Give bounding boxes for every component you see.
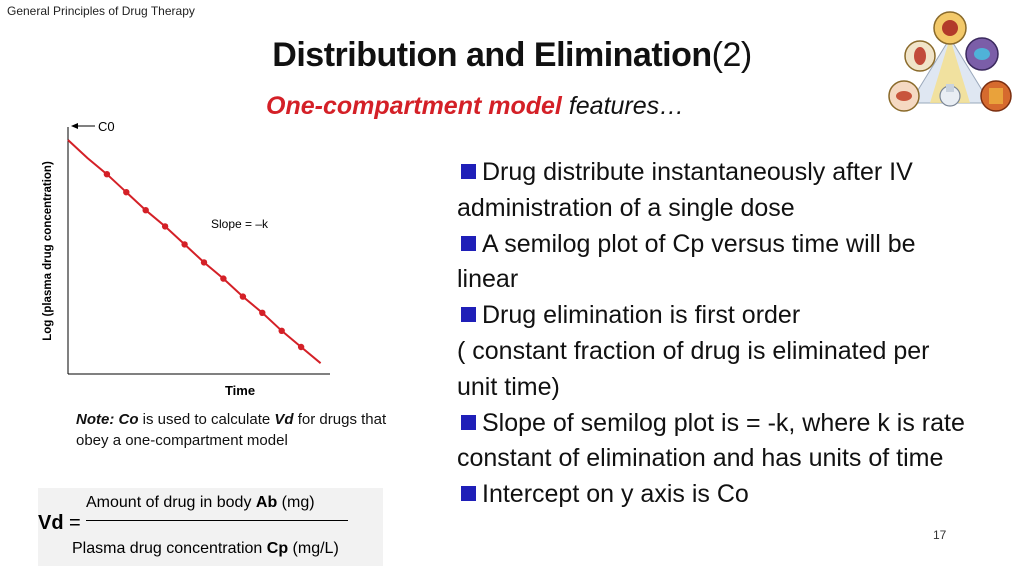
data-point xyxy=(103,171,111,178)
data-point xyxy=(239,293,247,300)
square-bullet-icon xyxy=(461,307,476,323)
square-bullet-icon xyxy=(461,164,476,179)
numerator-text: Amount of drug in body xyxy=(86,494,256,511)
data-point xyxy=(123,189,130,196)
note-mid: is used to calculate xyxy=(138,411,275,428)
formula-lhs: Vd xyxy=(38,512,64,534)
x-axis-label: Time xyxy=(225,383,255,398)
title-main: Distribution and Elimination xyxy=(272,36,712,74)
square-bullet-icon xyxy=(461,235,476,251)
bullet-line: A semilog plot of Cp versus time will be xyxy=(457,227,1017,263)
bullet-line: ( constant fraction of drug is eliminate… xyxy=(457,334,1017,370)
bullet-line: unit time) xyxy=(457,370,1017,406)
plot-area xyxy=(67,139,322,364)
vd-formula: Vd = Amount of drug in body Ab (mg) Plas… xyxy=(38,488,383,566)
formula-denominator: Plasma drug concentration Cp (mg/L) xyxy=(72,540,339,558)
y-axis-label: Log (plasma drug concentration) xyxy=(42,161,54,341)
c0-label: C0 xyxy=(98,119,115,134)
c0-arrowhead xyxy=(71,123,78,129)
denominator-symbol: Cp xyxy=(266,540,289,557)
square-bullet-icon xyxy=(461,414,476,430)
bullet-text: ( constant fraction of drug is eliminate… xyxy=(457,336,930,365)
data-point xyxy=(220,275,227,282)
denominator-unit: (mg/L) xyxy=(288,540,339,557)
formula-numerator: Amount of drug in body Ab (mg) xyxy=(86,494,315,512)
bullet-text: Drug elimination is first order xyxy=(482,301,801,330)
subtitle-highlight: One-compartment model xyxy=(266,92,562,120)
numerator-symbol: Ab xyxy=(255,494,278,511)
fraction-bar xyxy=(86,520,348,521)
data-point xyxy=(200,259,208,266)
note-co: Co xyxy=(118,411,139,428)
slide-title: Distribution and Elimination(2) xyxy=(0,36,1024,75)
semilog-chart: Log (plasma drug concentration) Time C0 … xyxy=(42,119,330,398)
bullet-line: Slope of semilog plot is = -k, where k i… xyxy=(457,406,1017,442)
data-point xyxy=(278,327,285,334)
slope-annotation: Slope = –k xyxy=(211,217,269,231)
data-point xyxy=(142,207,149,214)
bullet-line: linear xyxy=(457,262,1017,298)
bullet-text: unit time) xyxy=(457,372,560,401)
square-bullet-icon xyxy=(461,486,476,502)
bullet-text: linear xyxy=(457,265,519,294)
bullet-list: Drug distribute instantaneously after IV… xyxy=(457,155,1017,513)
bullet-text: Intercept on y axis is Co xyxy=(482,480,749,509)
subtitle-rest: features… xyxy=(561,92,685,120)
bullet-text: administration of a single dose xyxy=(457,193,795,222)
pharmacology-logo xyxy=(888,11,1012,112)
bullet-text: constant of elimination and has units of… xyxy=(457,444,944,473)
denominator-text: Plasma drug concentration xyxy=(72,540,267,557)
bullet-line: administration of a single dose xyxy=(457,191,1017,227)
bullet-text: Drug distribute instantaneously after IV xyxy=(482,158,913,186)
title-suffix: (2) xyxy=(711,36,753,74)
note-prefix: Note: xyxy=(76,411,119,428)
formula-equals: = xyxy=(69,512,81,534)
numerator-unit: (mg) xyxy=(277,494,315,511)
note-vd: Vd xyxy=(274,411,294,428)
data-point xyxy=(181,241,188,248)
slide-subtitle: One-compartment model features… xyxy=(266,92,684,121)
bullet-line: constant of elimination and has units of… xyxy=(457,441,1017,477)
note-suffix: for drugs that obey a one-compartment mo… xyxy=(76,411,387,449)
data-point xyxy=(259,309,266,316)
bullet-line: Drug elimination is first order xyxy=(457,298,1017,334)
bullet-text: A semilog plot of Cp versus time will be xyxy=(482,229,916,258)
bullet-line: Drug distribute instantaneously after IV xyxy=(457,155,1017,191)
elimination-line xyxy=(67,139,322,364)
bullet-line: Intercept on y axis is Co xyxy=(457,477,1017,513)
note-text: Note: Co is used to calculate Vd for dru… xyxy=(76,409,406,451)
data-point xyxy=(297,343,305,351)
slide-number: 17 xyxy=(933,528,947,542)
data-point xyxy=(161,223,169,230)
bullet-text: Slope of semilog plot is = -k, where k i… xyxy=(482,408,965,437)
course-header: General Principles of Drug Therapy xyxy=(7,4,195,18)
